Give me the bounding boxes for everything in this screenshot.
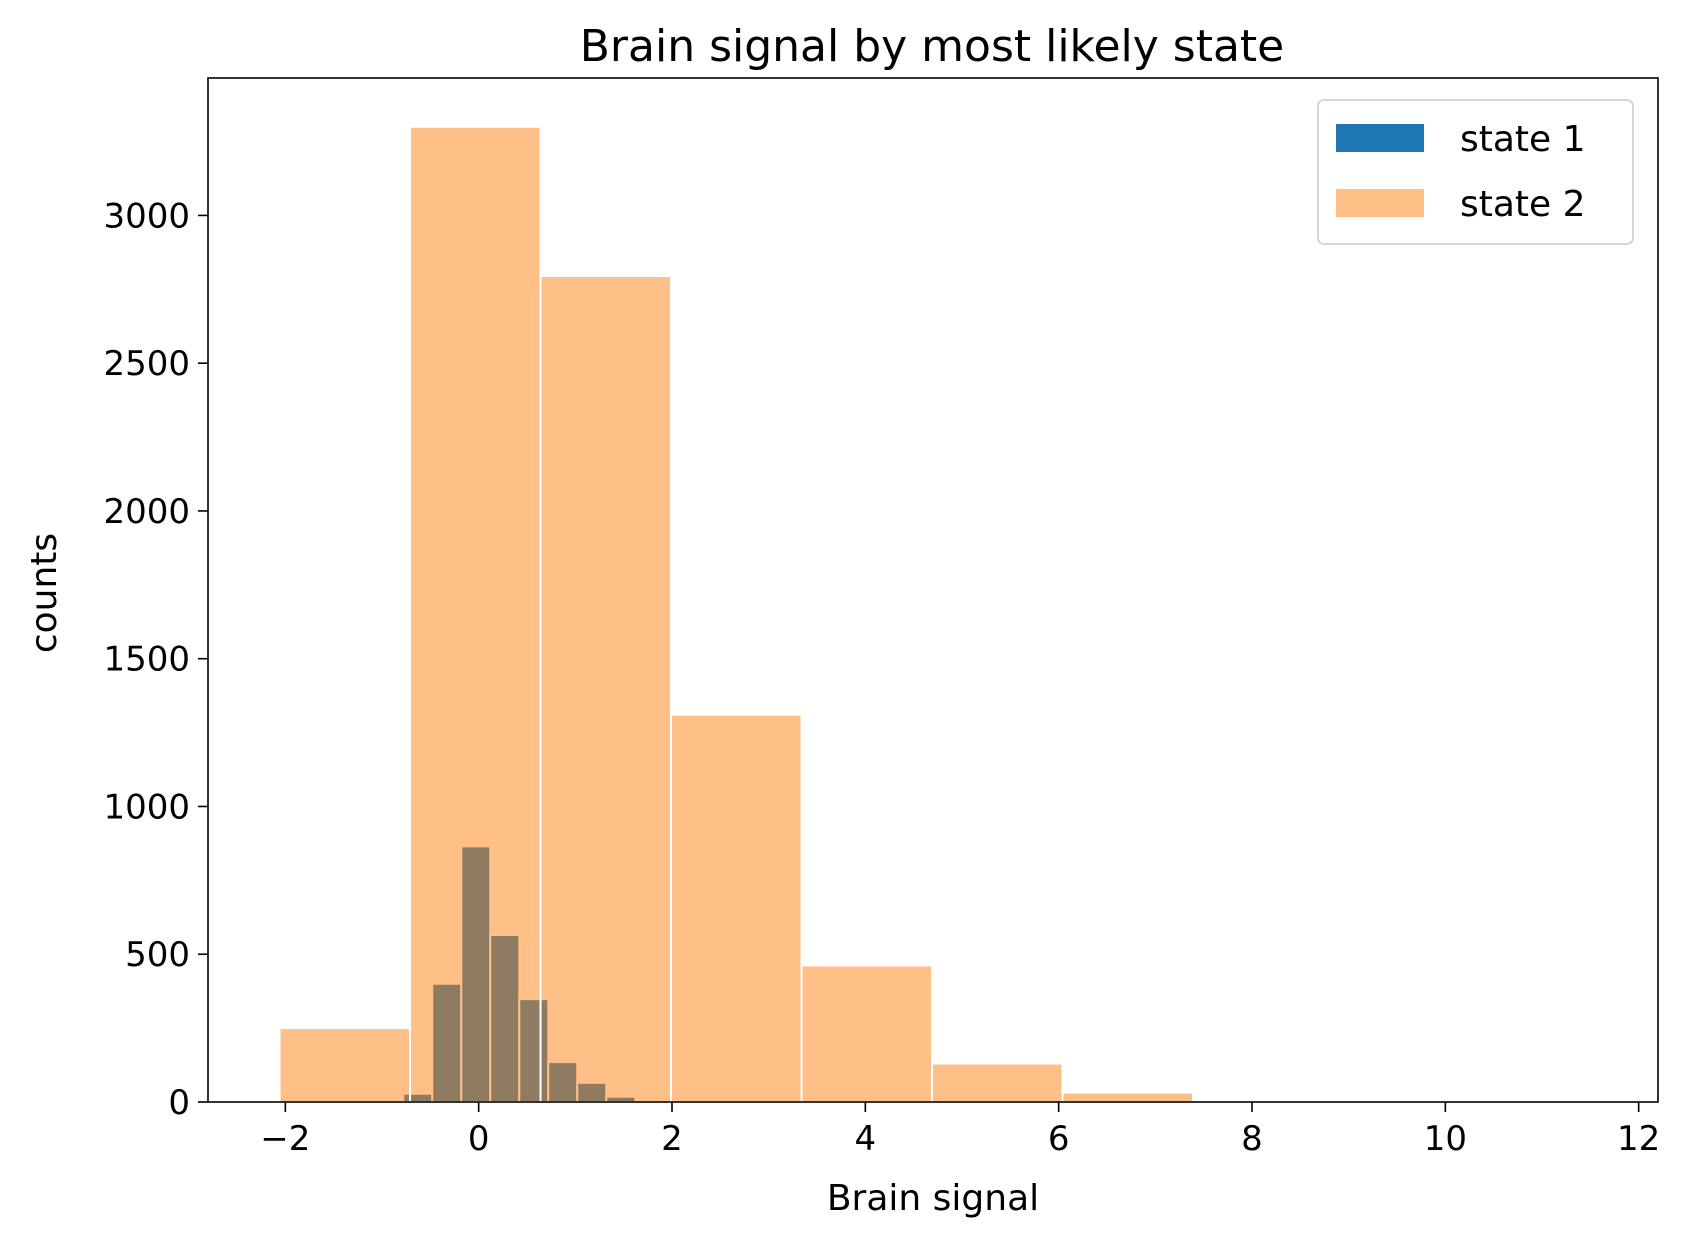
legend-label-2: state 2	[1460, 184, 1586, 225]
x-tick-label: 0	[468, 1119, 490, 1159]
bar-series-2-bin-5	[931, 1062, 1064, 1104]
y-axis-title: counts	[24, 533, 65, 653]
y-tick-label: 1000	[103, 787, 190, 827]
y-tick-label: 1500	[103, 640, 190, 680]
legend: state 1 state 2	[1317, 99, 1634, 245]
x-tick-label: 4	[855, 1119, 877, 1159]
bar-series-2-bin-6	[1061, 1091, 1195, 1103]
x-tick-label: 10	[1424, 1119, 1467, 1159]
bar-series-2-bin-2	[539, 275, 673, 1104]
y-axis: 0 500 1000 1500 2000 2500 3000	[103, 196, 208, 1123]
plot-frame	[207, 77, 1659, 1103]
y-tick-label: 0	[168, 1083, 190, 1123]
bars-layer	[278, 125, 1586, 1104]
x-axis: −2 0 2 4 6 8 10 12	[260, 1102, 1660, 1159]
x-tick-label: 8	[1241, 1119, 1263, 1159]
legend-label-1: state 1	[1460, 119, 1586, 160]
bar-series-2-bin-0	[278, 1027, 412, 1103]
legend-swatch-1	[1336, 124, 1424, 152]
x-tick-label: −2	[260, 1119, 310, 1159]
y-tick-label: 3000	[103, 196, 190, 236]
bar-series-2-bin-3	[670, 713, 803, 1104]
x-tick-label: 6	[1048, 1119, 1070, 1159]
legend-swatch-2	[1336, 189, 1424, 217]
x-tick-label: 12	[1617, 1119, 1660, 1159]
x-axis-title: Brain signal	[827, 1178, 1039, 1219]
y-tick-label: 2000	[103, 492, 190, 532]
bar-series-2-bin-4	[800, 964, 934, 1104]
y-tick-label: 500	[125, 935, 190, 975]
chart-title: Brain signal by most likely state	[580, 21, 1285, 72]
x-tick-label: 2	[661, 1119, 683, 1159]
bar-series-2-bin-1	[409, 125, 542, 1103]
y-tick-label: 2500	[103, 344, 190, 384]
